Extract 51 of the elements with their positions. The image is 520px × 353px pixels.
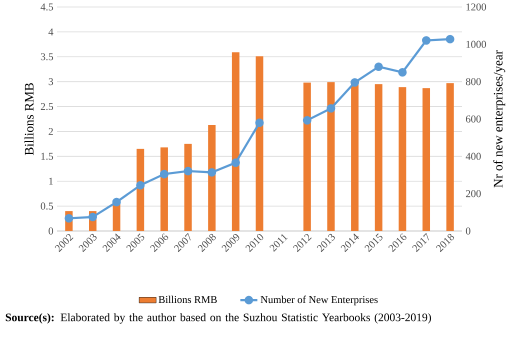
point bbox=[88, 212, 98, 222]
text: Source(s): Elaborated by the author based on the Suzhou Statistic Yearbooks (2003-2019) bbox=[6, 313, 431, 324]
point bbox=[398, 68, 407, 77]
y-tick-label: 2 bbox=[48, 128, 53, 135]
y-axis-title: Billions RMB bbox=[24, 83, 34, 156]
y-tick-label: 3 bbox=[48, 78, 54, 86]
bar bbox=[136, 148, 144, 231]
y2-tick-label: 1200 bbox=[466, 3, 486, 11]
y2-axis-title: Nr of new enterprises/year bbox=[493, 50, 506, 188]
point bbox=[160, 170, 168, 178]
bar bbox=[208, 124, 216, 231]
point bbox=[302, 116, 312, 125]
y-tick-label: 1 bbox=[49, 178, 53, 185]
point bbox=[136, 180, 145, 190]
bar bbox=[327, 82, 335, 231]
y-tick-label: 1.5 bbox=[41, 152, 54, 160]
point bbox=[350, 78, 360, 87]
y-tick-label: 0.5 bbox=[40, 202, 54, 210]
bar bbox=[303, 82, 311, 231]
y-tick-label: 3.5 bbox=[40, 53, 54, 60]
y-tick-label: 4 bbox=[48, 28, 54, 36]
bar bbox=[422, 88, 430, 231]
point bbox=[255, 118, 264, 128]
y2-tick-label: 0 bbox=[466, 227, 470, 235]
point bbox=[231, 158, 240, 167]
point bbox=[446, 34, 454, 44]
point bbox=[374, 62, 383, 72]
y-tick-label: 0 bbox=[48, 227, 54, 235]
y2-tick-label: 800 bbox=[466, 78, 481, 86]
point bbox=[184, 166, 192, 176]
point bbox=[326, 104, 336, 113]
bar bbox=[256, 56, 264, 231]
point bbox=[208, 168, 216, 177]
y2-tick-label: 200 bbox=[466, 190, 481, 198]
bar bbox=[184, 144, 192, 231]
bar bbox=[374, 84, 382, 231]
y-tick-label: 4.5 bbox=[40, 3, 54, 11]
bar bbox=[446, 83, 454, 231]
y2-tick-label: 1000 bbox=[466, 40, 486, 48]
point bbox=[422, 36, 431, 45]
legend-label: Billions RMB bbox=[158, 296, 217, 304]
point bbox=[112, 198, 121, 206]
y-tick-label: 2.5 bbox=[40, 103, 54, 110]
y2-tick-label: 400 bbox=[466, 152, 481, 160]
bar bbox=[351, 82, 359, 231]
point bbox=[64, 214, 74, 223]
y2-tick-label: 600 bbox=[466, 115, 481, 123]
legend-label: Number of New Enterprises bbox=[260, 296, 378, 306]
bar bbox=[398, 87, 406, 231]
bar bbox=[232, 52, 240, 231]
bar bbox=[160, 147, 168, 231]
